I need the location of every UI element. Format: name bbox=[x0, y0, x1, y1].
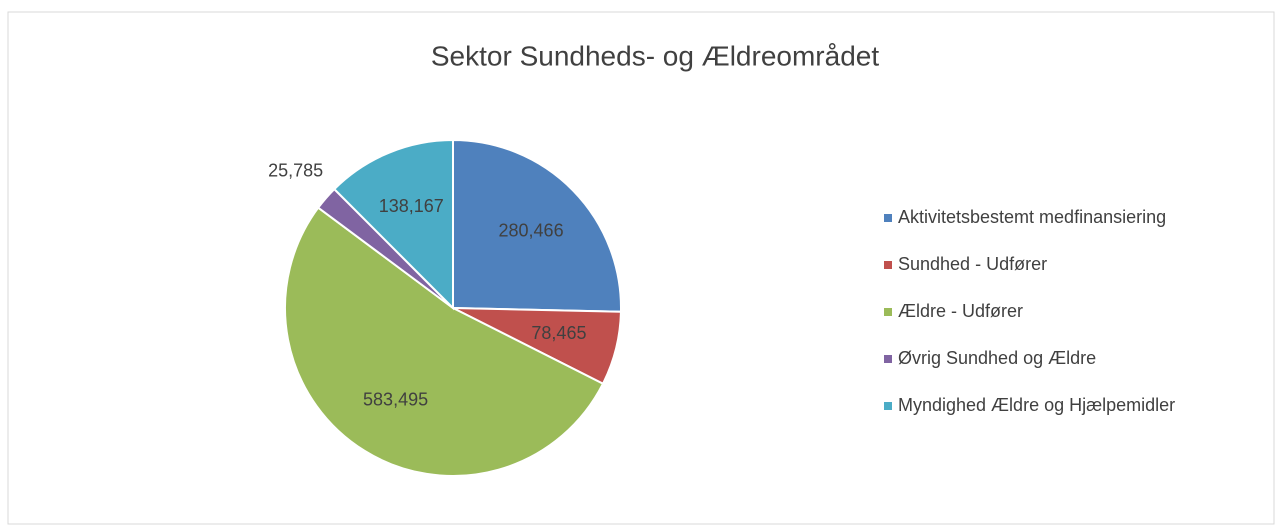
data-label: 78,465 bbox=[531, 323, 586, 343]
legend-swatch bbox=[884, 214, 892, 222]
legend-label: Myndighed Ældre og Hjælpemidler bbox=[898, 395, 1175, 415]
legend-label: Sundhed - Udfører bbox=[898, 254, 1047, 274]
data-label: 138,167 bbox=[379, 196, 444, 216]
legend-swatch bbox=[884, 355, 892, 363]
legend-swatch bbox=[884, 402, 892, 410]
legend-label: Aktivitetsbestemt medfinansiering bbox=[898, 207, 1166, 227]
chart-title: Sektor Sundheds- og Ældreområdet bbox=[431, 40, 879, 71]
pie-slice bbox=[332, 138, 454, 311]
legend-swatch bbox=[884, 308, 892, 316]
legend-swatch bbox=[884, 261, 892, 269]
chart-area bbox=[7, 11, 1275, 525]
data-label: 280,466 bbox=[499, 220, 564, 240]
pie-slice bbox=[452, 138, 622, 313]
pie-slice bbox=[284, 206, 605, 477]
legend-label: Øvrig Sundhed og Ældre bbox=[898, 348, 1096, 368]
legend-label: Ældre - Udfører bbox=[898, 301, 1023, 321]
data-label: 25,785 bbox=[268, 161, 323, 181]
data-label: 583,495 bbox=[363, 390, 428, 410]
